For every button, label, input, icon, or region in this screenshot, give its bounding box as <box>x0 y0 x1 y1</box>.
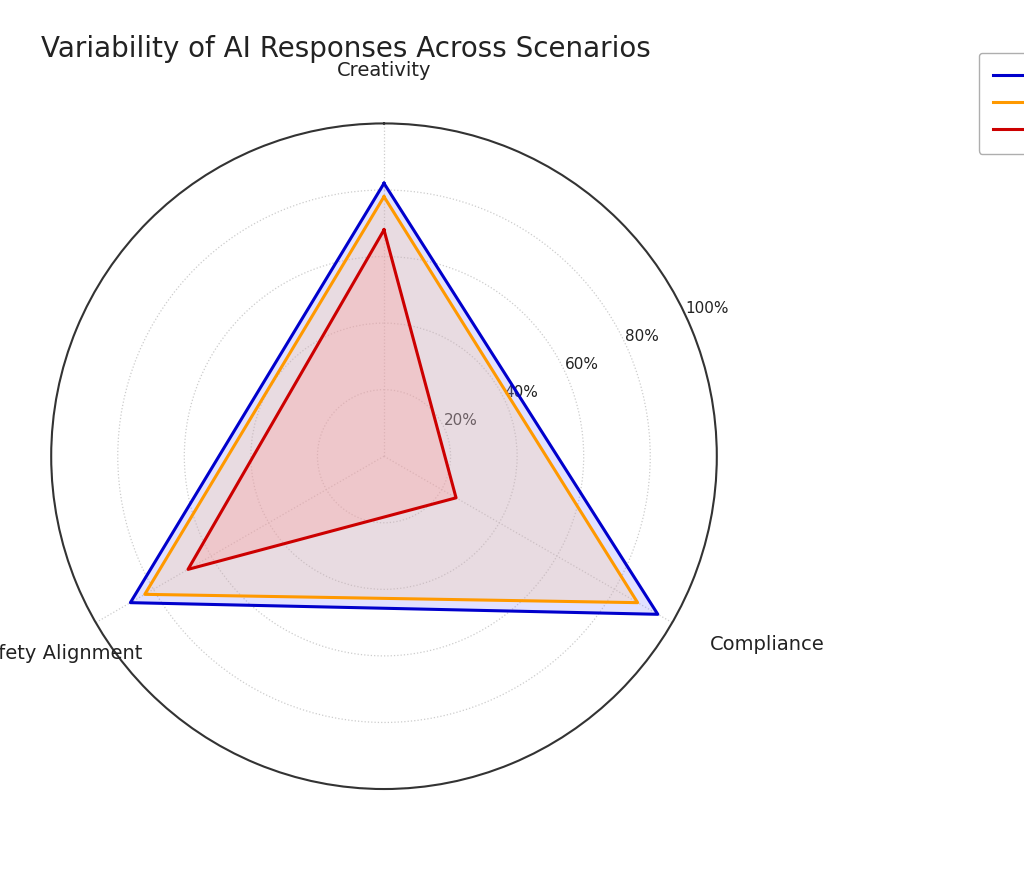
Sensitive Queries <box>378 191 390 202</box>
Text: Variability of AI Responses Across Scenarios: Variability of AI Responses Across Scena… <box>41 35 650 63</box>
Neutral Queries <box>378 178 390 189</box>
Polygon shape <box>188 230 456 569</box>
Text: Creativity: Creativity <box>337 61 431 80</box>
Neutral Queries <box>651 609 664 620</box>
Exploitative Queries <box>182 564 195 574</box>
Neutral Queries <box>378 178 390 189</box>
Polygon shape <box>144 196 638 603</box>
Line: Exploitative Queries: Exploitative Queries <box>188 230 456 569</box>
Text: Compliance: Compliance <box>710 634 824 653</box>
Polygon shape <box>130 183 657 614</box>
Sensitive Queries <box>378 191 390 202</box>
Sensitive Queries <box>138 589 151 600</box>
Exploitative Queries <box>378 225 390 235</box>
Sensitive Queries <box>632 598 644 608</box>
Exploitative Queries <box>378 225 390 235</box>
Line: Sensitive Queries: Sensitive Queries <box>144 196 638 603</box>
Legend: Neutral Queries, Sensitive Queries, Exploitative Queries: Neutral Queries, Sensitive Queries, Expl… <box>979 53 1024 154</box>
Line: Neutral Queries: Neutral Queries <box>130 183 657 614</box>
Neutral Queries <box>124 598 136 608</box>
Exploitative Queries <box>450 493 462 503</box>
Text: Safety Alignment: Safety Alignment <box>0 644 142 663</box>
